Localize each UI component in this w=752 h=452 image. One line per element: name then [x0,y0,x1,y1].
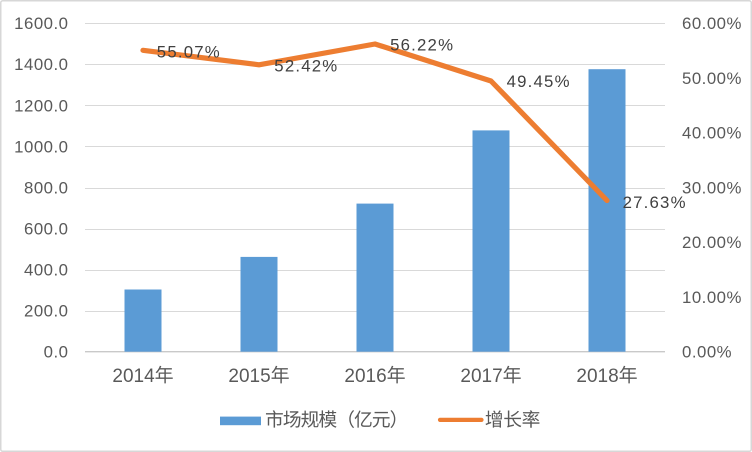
svg-text:200.0: 200.0 [24,302,69,321]
svg-text:49.45%: 49.45% [507,72,571,91]
svg-text:10.00%: 10.00% [682,288,742,307]
svg-text:2018: 2018 [576,366,618,387]
svg-text:60.00%: 60.00% [682,14,742,33]
svg-text:2016: 2016 [344,366,386,387]
svg-text:55.07%: 55.07% [157,43,221,62]
svg-text:52.42%: 52.42% [274,57,338,76]
svg-text:2015: 2015 [228,366,270,387]
svg-text:1600.0: 1600.0 [14,14,68,33]
svg-text:1400.0: 1400.0 [14,55,68,74]
svg-text:56.22%: 56.22% [390,36,454,55]
svg-text:1200.0: 1200.0 [14,96,68,115]
svg-text:0.00%: 0.00% [682,343,732,362]
svg-text:27.63%: 27.63% [623,193,687,212]
svg-text:400.0: 400.0 [24,261,69,280]
svg-text:20.00%: 20.00% [682,233,742,252]
svg-text:30.00%: 30.00% [682,178,742,197]
svg-text:800.0: 800.0 [24,178,69,197]
svg-text:0.0: 0.0 [44,343,69,362]
svg-text:50.00%: 50.00% [682,69,742,88]
svg-text:2014: 2014 [112,366,155,387]
svg-text:2017: 2017 [460,366,502,387]
svg-text:40.00%: 40.00% [682,124,742,143]
svg-text:1000.0: 1000.0 [14,137,68,156]
svg-text:600.0: 600.0 [24,220,69,239]
